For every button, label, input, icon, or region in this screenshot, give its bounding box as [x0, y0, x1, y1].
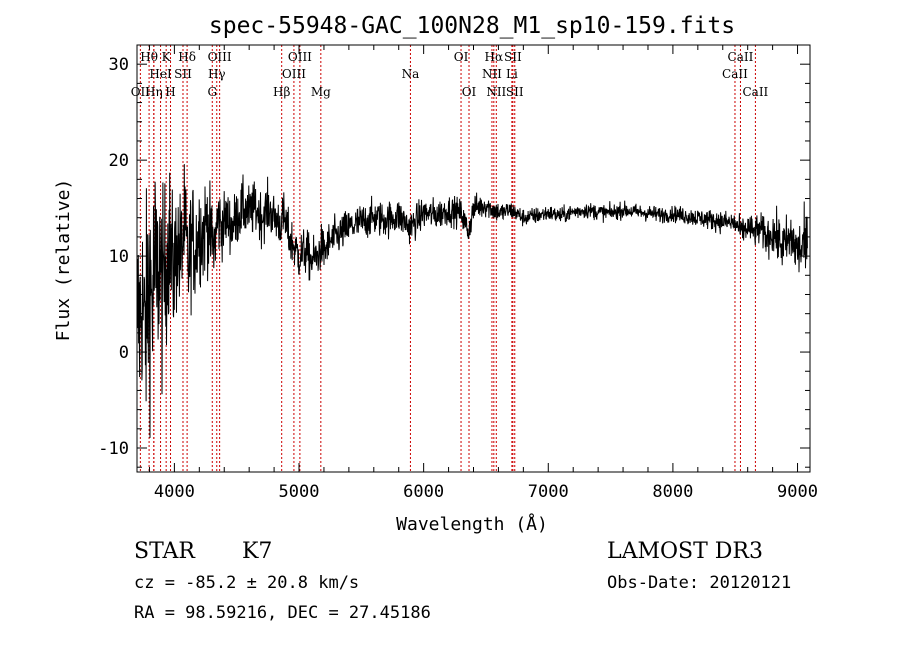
x-tick-label: 5000: [279, 482, 320, 502]
survey-label: LAMOST DR3: [607, 539, 763, 564]
spectral-line-label: NII: [482, 67, 502, 81]
spectral-line-label: CaII: [742, 85, 768, 99]
spectral-line-label: SII: [504, 50, 522, 64]
x-tick-label: 9000: [777, 482, 818, 502]
x-tick-label: 4000: [154, 482, 195, 502]
x-axis: 4000 5000 6000 7000 8000 9000: [148, 45, 818, 502]
spectral-line-label: OI: [462, 85, 477, 99]
spectral-line-label: H: [165, 85, 175, 99]
x-tick-label: 7000: [528, 482, 569, 502]
coordinates-ra-dec: RA = 98.59216, DEC = 27.45186: [134, 603, 431, 623]
spectral-line-label: HeI: [149, 67, 172, 81]
y-axis-label: Flux (relative): [53, 179, 74, 342]
spectral-line-label: OIII: [288, 50, 312, 64]
spectral-line-label: Li: [506, 67, 518, 81]
y-tick-label: 20: [109, 151, 129, 171]
y-tick-label: -10: [98, 439, 129, 459]
spectral-line-label: OI: [454, 50, 469, 64]
spectral-line-markers: [139, 45, 756, 472]
spectral-line-label: Hη: [145, 85, 163, 99]
spectral-line-label: G: [207, 85, 217, 99]
spectral-line-label: Mg: [311, 85, 331, 99]
spectral-line-label: Na: [402, 67, 420, 81]
x-tick-label: 6000: [403, 482, 444, 502]
flux-series-line: [136, 164, 808, 438]
spectral-line-label: NII: [486, 85, 506, 99]
object-subclass: K7: [242, 539, 273, 564]
redshift-cz: cz = -85.2 ± 20.8 km/s: [134, 573, 360, 593]
y-axis: -10 0 10 20 30: [98, 44, 810, 468]
spectral-line-label: Hβ: [273, 85, 290, 99]
spectral-line-label: Hα: [485, 50, 504, 64]
spectral-line-label: OIII: [208, 50, 232, 64]
y-tick-label: 10: [109, 247, 129, 267]
spectral-line-label: OII: [131, 85, 151, 99]
spectral-line-label: K: [162, 50, 172, 64]
y-tick-label: 0: [119, 343, 129, 363]
spectral-line-label: Hγ: [208, 67, 226, 81]
x-axis-label: Wavelength (Å): [396, 513, 548, 535]
spectral-line-label: CaII: [722, 67, 748, 81]
spectral-line-label: SII: [506, 85, 524, 99]
y-tick-label: 30: [109, 55, 129, 75]
object-class: STAR: [134, 539, 195, 564]
chart-title: spec-55948-GAC_100N28_M1_sp10-159.fits: [209, 13, 735, 39]
spectral-line-label: CaII: [728, 50, 754, 64]
observation-date: Obs-Date: 20120121: [607, 573, 792, 593]
spectrum-chart: spec-55948-GAC_100N28_M1_sp10-159.fits O…: [53, 13, 818, 535]
spectral-line-label: Hθ: [140, 50, 158, 64]
spectral-line-label: SII: [174, 67, 192, 81]
plot-frame: [136, 44, 811, 473]
x-tick-label: 8000: [652, 482, 693, 502]
spectral-line-label: Hδ: [178, 50, 196, 64]
spectral-line-label: OIII: [282, 67, 306, 81]
